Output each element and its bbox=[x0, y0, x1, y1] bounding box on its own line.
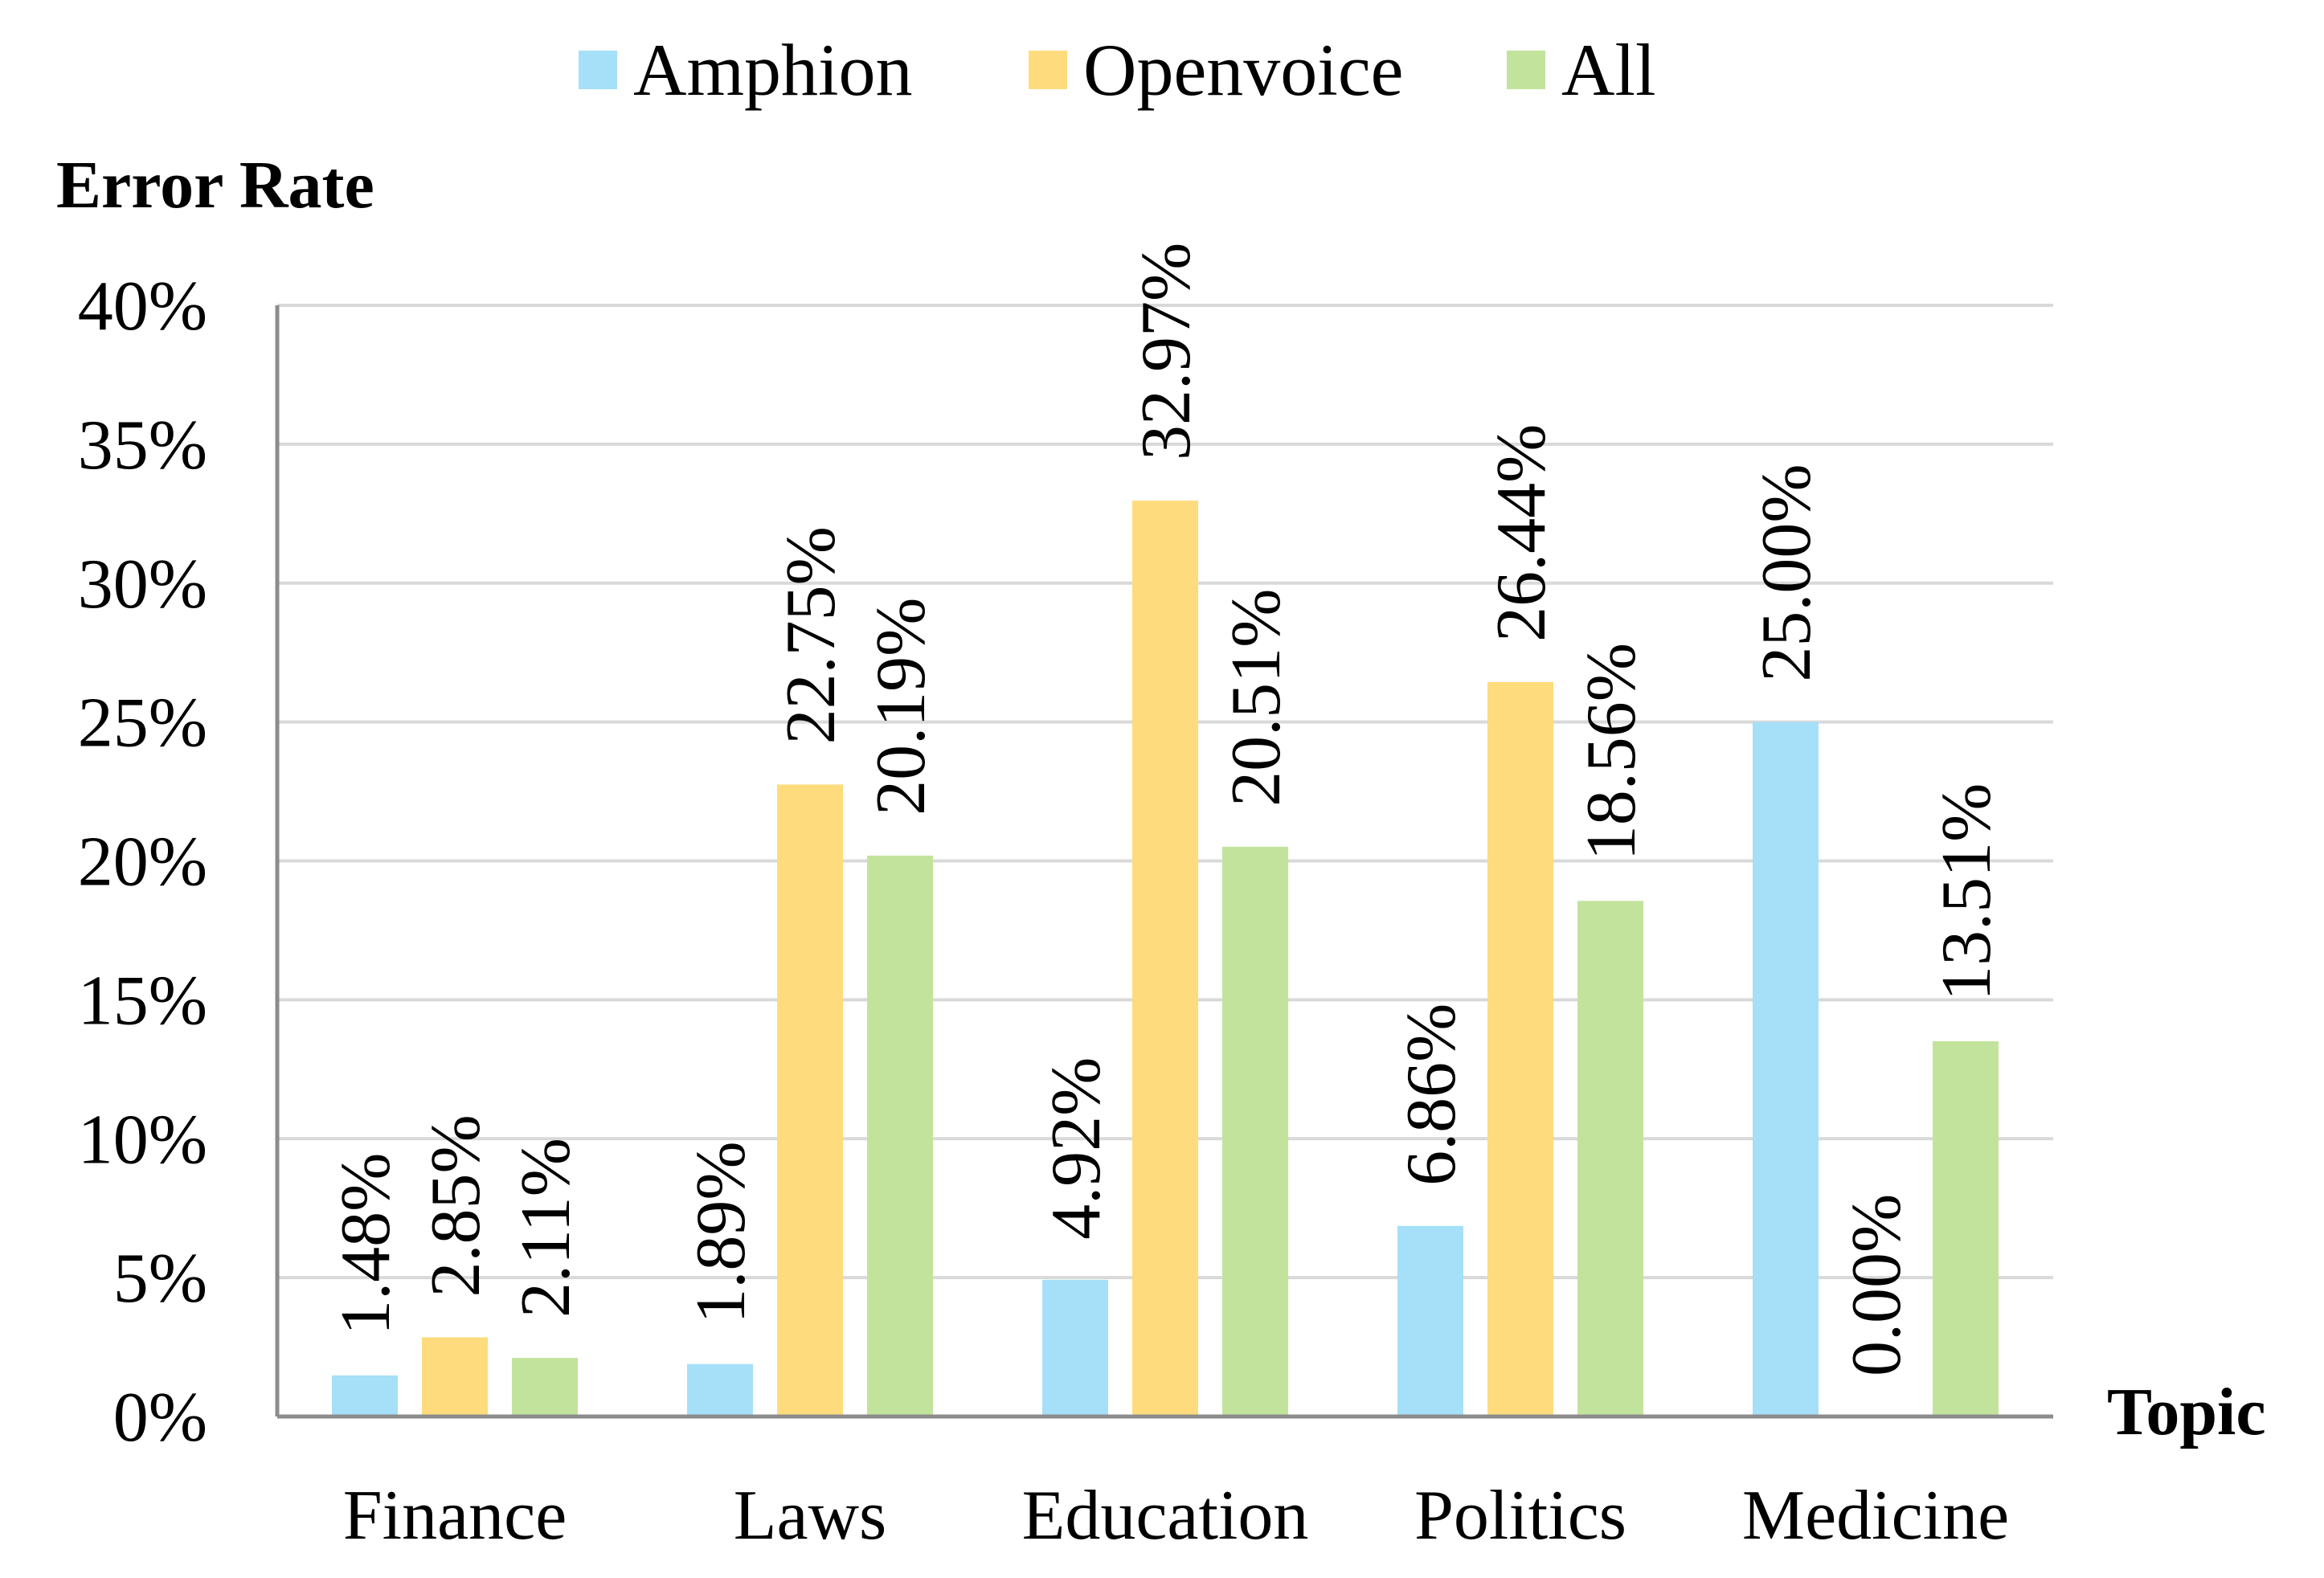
y-tick-label: 0% bbox=[113, 1379, 207, 1457]
legend-label: All bbox=[1561, 29, 1656, 111]
bar bbox=[1577, 901, 1643, 1417]
bar bbox=[332, 1375, 398, 1417]
data-label: 4.92% bbox=[1037, 1057, 1115, 1240]
data-label: 2.85% bbox=[417, 1114, 495, 1297]
x-tick-label: Finance bbox=[343, 1477, 567, 1555]
legend-swatch bbox=[1507, 51, 1545, 89]
data-label: 1.48% bbox=[327, 1153, 405, 1335]
legend-label: Openvoice bbox=[1083, 29, 1404, 111]
data-label: 25.00% bbox=[1748, 464, 1826, 681]
legend-swatch bbox=[579, 51, 617, 89]
bar bbox=[687, 1363, 753, 1417]
data-label: 20.19% bbox=[862, 598, 940, 816]
x-tick-label: Medicine bbox=[1742, 1477, 2009, 1555]
legend-label: Amphion bbox=[633, 29, 913, 111]
bar bbox=[1132, 501, 1198, 1417]
data-label: 13.51% bbox=[1928, 783, 2006, 1001]
data-labels: 1.48% 2.85% 2.11% 1.89% 22.75% 20.19% 4.92% 32.… bbox=[327, 243, 2006, 1376]
y-tick-label: 40% bbox=[78, 268, 207, 345]
bar bbox=[1753, 722, 1819, 1417]
x-tick-label: Politics bbox=[1414, 1477, 1626, 1555]
data-label: 20.51% bbox=[1217, 589, 1295, 807]
x-tick-label: Education bbox=[1022, 1477, 1309, 1555]
bar bbox=[1487, 681, 1553, 1417]
y-tick-label: 15% bbox=[78, 962, 207, 1040]
bars bbox=[332, 501, 1999, 1417]
y-tick-label: 35% bbox=[78, 407, 207, 484]
bar bbox=[867, 855, 933, 1417]
legend-swatch bbox=[1029, 51, 1067, 89]
bar bbox=[1933, 1040, 1999, 1417]
y-tick-label: 30% bbox=[78, 546, 207, 623]
x-axis-title: Topic bbox=[2107, 1375, 2266, 1449]
data-label: 2.11% bbox=[507, 1138, 585, 1318]
data-label: 22.75% bbox=[772, 526, 850, 744]
axes bbox=[275, 305, 2053, 1419]
bar bbox=[512, 1358, 578, 1417]
y-axis-ticks: 0% 5% 10% 15% 20% 25% 30% 35% 40% bbox=[78, 268, 207, 1457]
data-label: 26.44% bbox=[1483, 424, 1561, 642]
data-label: 6.86% bbox=[1393, 1004, 1471, 1186]
data-label: 18.56% bbox=[1573, 643, 1651, 861]
y-tick-label: 10% bbox=[78, 1101, 207, 1179]
y-tick-label: 20% bbox=[78, 824, 207, 901]
y-tick-label: 25% bbox=[78, 685, 207, 762]
y-tick-label: 5% bbox=[113, 1240, 207, 1318]
bar bbox=[1042, 1279, 1108, 1417]
data-label: 0.00% bbox=[1838, 1194, 1916, 1376]
x-axis-categories: Finance Laws Education Politics Medicine bbox=[343, 1477, 2009, 1555]
bar bbox=[777, 784, 843, 1417]
data-label: 1.89% bbox=[682, 1141, 760, 1323]
data-label: 32.97% bbox=[1127, 243, 1205, 460]
bar bbox=[1397, 1225, 1463, 1417]
bar bbox=[1222, 846, 1288, 1417]
y-axis-title: Error Rate bbox=[56, 148, 374, 223]
x-tick-label: Laws bbox=[734, 1477, 887, 1555]
bar bbox=[422, 1337, 488, 1417]
legend: Amphion Openvoice All bbox=[579, 29, 1656, 111]
